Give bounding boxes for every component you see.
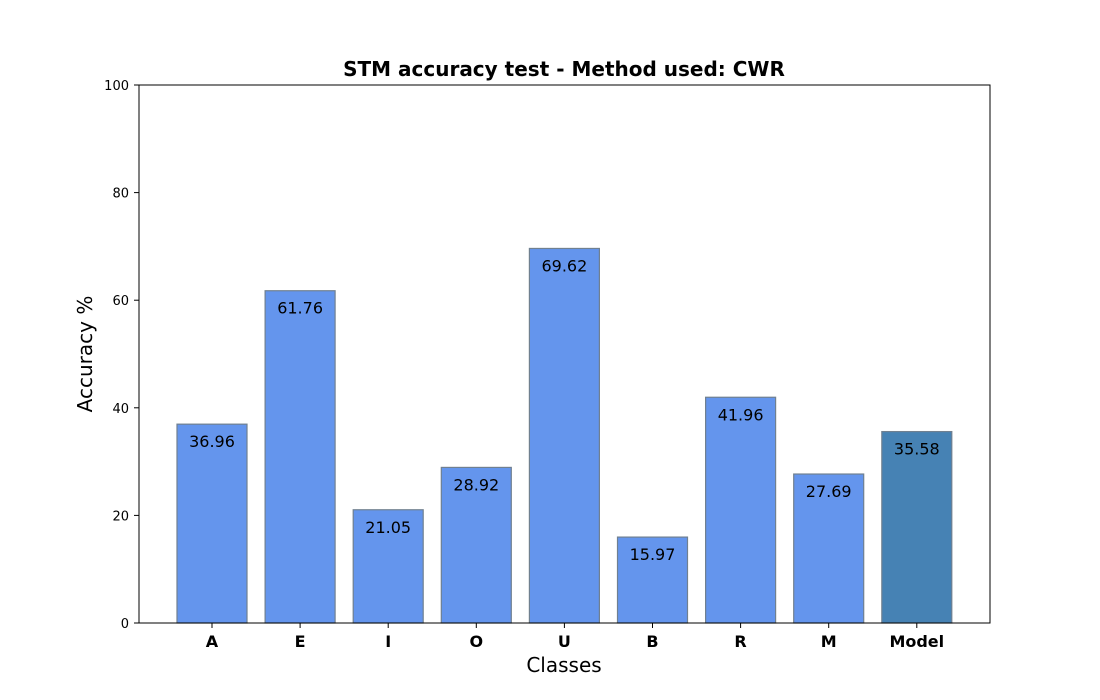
y-tick-label: 100: [104, 79, 129, 94]
y-tick-label: 80: [112, 187, 129, 202]
x-tick-label-e: E: [295, 632, 306, 651]
x-tick-label-b: B: [646, 632, 658, 651]
bar-b: [616, 536, 689, 624]
y-axis: 0 20 40 60 80 100: [104, 79, 139, 632]
x-tick-label-m: M: [821, 632, 837, 651]
chart-title: STM accuracy test - Method used: CWR: [343, 57, 785, 81]
y-tick-label: 60: [112, 294, 129, 309]
y-tick-label: 20: [112, 509, 129, 524]
data-label-e: 61.76: [277, 299, 323, 318]
data-label-o: 28.92: [453, 475, 499, 494]
x-axis-title: Classes: [526, 653, 601, 677]
x-axis: A E I O U B R M Model: [206, 623, 944, 651]
plot-area: 36.96 61.76 21.05 28.92 69.62 15.97 41.96 27.69…: [138, 84, 991, 624]
bar-u: [528, 247, 601, 624]
bar-o: [440, 466, 512, 624]
y-tick-label: 40: [112, 402, 129, 417]
data-label-b: 15.97: [630, 545, 676, 564]
bar-e: [264, 290, 336, 624]
data-label-r: 41.96: [718, 405, 764, 424]
bar-m: [793, 473, 865, 624]
bar-i: [352, 509, 424, 624]
y-tick-label: 0: [121, 617, 129, 632]
x-tick-label-a: A: [206, 632, 219, 651]
data-label-m: 27.69: [806, 482, 852, 501]
data-label-u: 69.62: [541, 256, 587, 275]
data-label-a: 36.96: [189, 432, 235, 451]
data-label-i: 21.05: [365, 518, 411, 537]
x-tick-label-o: O: [469, 632, 483, 651]
x-tick-label-r: R: [734, 632, 746, 651]
bar-model: [881, 430, 953, 624]
bar-a: [176, 423, 248, 624]
data-label-model: 35.58: [894, 440, 940, 459]
x-tick-label-model: Model: [889, 632, 944, 651]
y-axis-title: Accuracy %: [73, 296, 97, 413]
x-tick-label-u: U: [558, 632, 571, 651]
bar-r: [704, 396, 777, 624]
x-tick-label-i: I: [385, 632, 391, 651]
